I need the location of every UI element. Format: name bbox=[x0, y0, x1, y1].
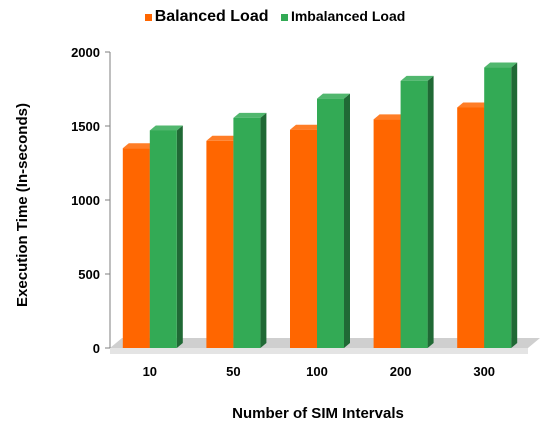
bar bbox=[484, 67, 512, 348]
legend-swatch-balanced bbox=[144, 14, 152, 21]
bars bbox=[122, 62, 518, 349]
bar bbox=[122, 148, 150, 348]
bar-side bbox=[260, 112, 267, 348]
bar-top bbox=[317, 93, 350, 99]
x-tick-label: 300 bbox=[473, 364, 495, 379]
bar-top bbox=[122, 143, 156, 149]
bar bbox=[457, 107, 485, 348]
x-tick-label: 200 bbox=[390, 364, 412, 379]
legend: Balanced Load Imbalanced Load bbox=[0, 8, 550, 26]
legend-swatch-imbalanced bbox=[280, 14, 288, 21]
bar-top bbox=[457, 102, 491, 108]
bar bbox=[149, 130, 177, 348]
bar-top bbox=[206, 135, 240, 141]
bar-side bbox=[511, 62, 518, 348]
x-tick-label: 100 bbox=[306, 364, 328, 379]
x-tick-label: 10 bbox=[143, 364, 157, 379]
bar-side bbox=[344, 93, 350, 349]
bar-top bbox=[233, 112, 267, 118]
bar-top bbox=[149, 125, 183, 131]
bar bbox=[373, 119, 401, 348]
x-tick-label: 50 bbox=[226, 364, 240, 379]
chart-floor-edge bbox=[110, 348, 528, 354]
legend-label-balanced: Balanced Load bbox=[154, 8, 269, 25]
bar bbox=[400, 80, 428, 349]
y-axis-title: Execution Time (In-seconds) bbox=[14, 103, 31, 307]
bar-top bbox=[484, 62, 518, 68]
bar bbox=[233, 117, 261, 348]
bar bbox=[290, 129, 317, 348]
legend-label-imbalanced: Imbalanced Load bbox=[290, 8, 406, 24]
y-tick-label: 0 bbox=[93, 341, 100, 356]
bar-side bbox=[176, 125, 183, 348]
y-tick-label: 1500 bbox=[71, 119, 100, 134]
x-axis-title: Number of SIM Intervals bbox=[232, 405, 404, 422]
y-tick-label: 500 bbox=[78, 267, 100, 282]
y-tick-label: 1000 bbox=[71, 193, 100, 208]
bar bbox=[206, 140, 234, 348]
bar-top bbox=[373, 114, 407, 120]
y-tick-label: 2000 bbox=[71, 45, 100, 60]
legend-item-balanced: Balanced Load bbox=[144, 8, 269, 26]
bar-top bbox=[290, 124, 323, 130]
bar-top bbox=[400, 75, 434, 81]
bar bbox=[317, 98, 344, 349]
legend-item-imbalanced: Imbalanced Load bbox=[280, 8, 406, 24]
bar-side bbox=[427, 75, 434, 349]
